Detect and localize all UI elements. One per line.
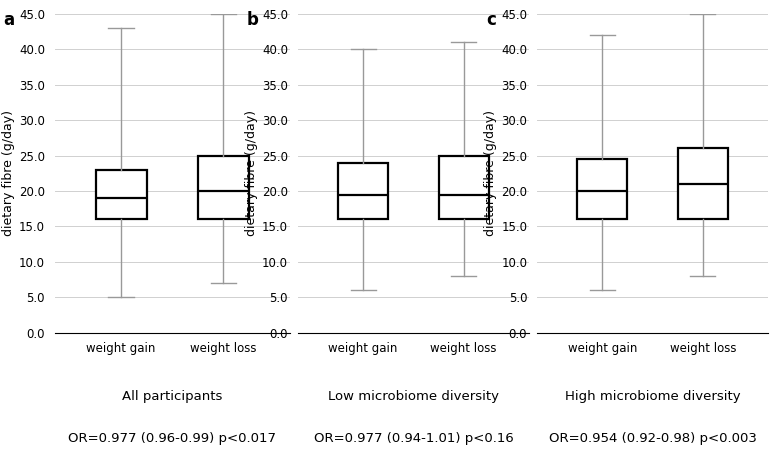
Text: c: c	[486, 11, 496, 29]
PathPatch shape	[678, 148, 728, 219]
PathPatch shape	[438, 156, 489, 219]
PathPatch shape	[198, 156, 249, 219]
Text: b: b	[246, 11, 259, 29]
PathPatch shape	[95, 170, 147, 219]
Text: a: a	[3, 11, 14, 29]
PathPatch shape	[577, 159, 627, 219]
Text: OR=0.977 (0.96-0.99) p<0.017: OR=0.977 (0.96-0.99) p<0.017	[69, 432, 276, 445]
Y-axis label: dietary fibre (g/day): dietary fibre (g/day)	[484, 110, 497, 236]
Text: High microbiome diversity: High microbiome diversity	[565, 390, 740, 403]
Text: OR=0.954 (0.92-0.98) p<0.003: OR=0.954 (0.92-0.98) p<0.003	[548, 432, 757, 445]
Y-axis label: dietary fibre (g/day): dietary fibre (g/day)	[245, 110, 258, 236]
Text: Low microbiome diversity: Low microbiome diversity	[328, 390, 499, 403]
Text: All participants: All participants	[122, 390, 222, 403]
Text: OR=0.977 (0.94-1.01) p<0.16: OR=0.977 (0.94-1.01) p<0.16	[314, 432, 513, 445]
Y-axis label: dietary fibre (g/day): dietary fibre (g/day)	[2, 110, 15, 236]
PathPatch shape	[338, 163, 388, 219]
